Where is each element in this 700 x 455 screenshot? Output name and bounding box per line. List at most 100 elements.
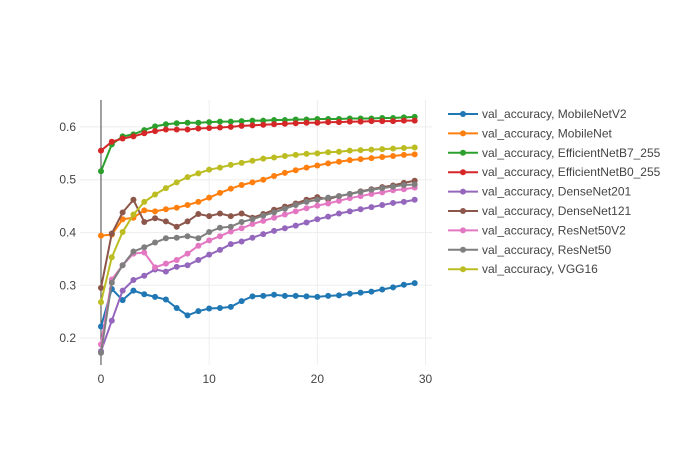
data-point	[303, 293, 310, 300]
series-line	[100, 282, 415, 327]
data-point	[379, 146, 386, 153]
data-point	[227, 228, 234, 235]
series-line	[100, 146, 415, 303]
data-point	[335, 197, 342, 204]
data-point	[314, 202, 321, 209]
data-point	[303, 198, 310, 205]
data-point	[152, 191, 159, 198]
legend-item[interactable]: val_accuracy, ResNet50V2	[448, 223, 626, 237]
legend-label: val_accuracy, EfficientNetB7_255	[482, 146, 661, 160]
data-point	[173, 263, 180, 270]
data-point	[227, 213, 234, 220]
data-point	[173, 179, 180, 186]
data-point	[281, 169, 288, 176]
data-point	[195, 211, 202, 218]
data-point	[271, 214, 278, 221]
data-point	[108, 279, 115, 286]
series-vgg16	[97, 144, 418, 306]
data-point	[292, 120, 299, 127]
data-point	[400, 151, 407, 158]
data-point	[346, 157, 353, 164]
data-point	[238, 181, 245, 188]
legend-item[interactable]: val_accuracy, VGG16	[448, 262, 598, 276]
data-point	[303, 205, 310, 212]
data-point	[292, 167, 299, 174]
data-point	[206, 251, 213, 258]
data-point	[260, 176, 267, 183]
data-point	[346, 190, 353, 197]
data-point	[390, 199, 397, 206]
data-point	[216, 189, 223, 196]
legend-label: val_accuracy, EfficientNetB0_255	[482, 165, 661, 179]
data-point	[141, 207, 148, 214]
legend-item[interactable]: val_accuracy, DenseNet201	[448, 185, 632, 199]
x-tick-label: 0	[98, 372, 105, 386]
legend-item[interactable]: val_accuracy, EfficientNetB0_255	[448, 165, 661, 179]
data-point	[216, 118, 223, 125]
data-point	[281, 211, 288, 218]
legend-label: val_accuracy, MobileNet	[482, 126, 612, 140]
data-point	[195, 125, 202, 132]
data-point	[390, 145, 397, 152]
data-point	[195, 235, 202, 242]
data-point	[303, 164, 310, 171]
data-point	[119, 209, 126, 216]
data-point	[390, 183, 397, 190]
data-point	[400, 186, 407, 193]
data-point	[238, 159, 245, 166]
data-point	[314, 162, 321, 169]
data-point	[206, 305, 213, 312]
series-densenet201	[97, 196, 418, 355]
data-point	[335, 148, 342, 155]
series-mobilenetv2	[97, 280, 418, 330]
data-point	[216, 210, 223, 217]
data-point	[130, 277, 137, 284]
data-point	[152, 264, 159, 271]
data-point	[97, 349, 104, 356]
x-tick-label: 10	[202, 372, 216, 386]
legend[interactable]: val_accuracy, MobileNetV2 val_accuracy, M…	[448, 107, 661, 276]
data-point	[357, 118, 364, 125]
data-point	[249, 234, 256, 241]
data-point	[400, 181, 407, 188]
data-point	[141, 249, 148, 256]
legend-item[interactable]: val_accuracy, EfficientNetB7_255	[448, 146, 661, 160]
legend-item[interactable]: val_accuracy, ResNet50	[448, 243, 611, 257]
series-efficientnetb7_255	[97, 113, 418, 175]
legend-swatch-marker	[460, 111, 466, 117]
legend-item[interactable]: val_accuracy, MobileNetV2	[448, 107, 627, 121]
data-point	[368, 155, 375, 162]
legend-item[interactable]: val_accuracy, DenseNet121	[448, 204, 632, 218]
data-point	[379, 154, 386, 161]
data-point	[227, 118, 234, 125]
data-point	[325, 213, 332, 220]
data-point	[108, 230, 115, 237]
data-point	[227, 241, 234, 248]
data-point	[216, 246, 223, 253]
data-point	[314, 119, 321, 126]
series-efficientnetb0_255	[97, 117, 418, 154]
data-point	[281, 120, 288, 127]
data-point	[368, 146, 375, 153]
data-point	[227, 123, 234, 130]
data-point	[184, 174, 191, 181]
data-point	[162, 268, 169, 275]
data-point	[108, 254, 115, 261]
data-point	[184, 126, 191, 133]
data-point	[357, 206, 364, 213]
data-point	[206, 213, 213, 220]
data-point	[271, 117, 278, 124]
legend-swatch-marker	[460, 188, 466, 195]
data-point	[162, 206, 169, 213]
data-point	[357, 193, 364, 200]
data-point	[195, 242, 202, 249]
data-point	[281, 225, 288, 232]
y-tick-label: 0.3	[59, 278, 76, 292]
data-point	[152, 239, 159, 246]
data-point	[346, 147, 353, 154]
data-point	[390, 152, 397, 159]
data-point	[292, 222, 299, 229]
data-point	[325, 200, 332, 207]
data-point	[141, 218, 148, 225]
legend-item[interactable]: val_accuracy, MobileNet	[448, 126, 612, 140]
